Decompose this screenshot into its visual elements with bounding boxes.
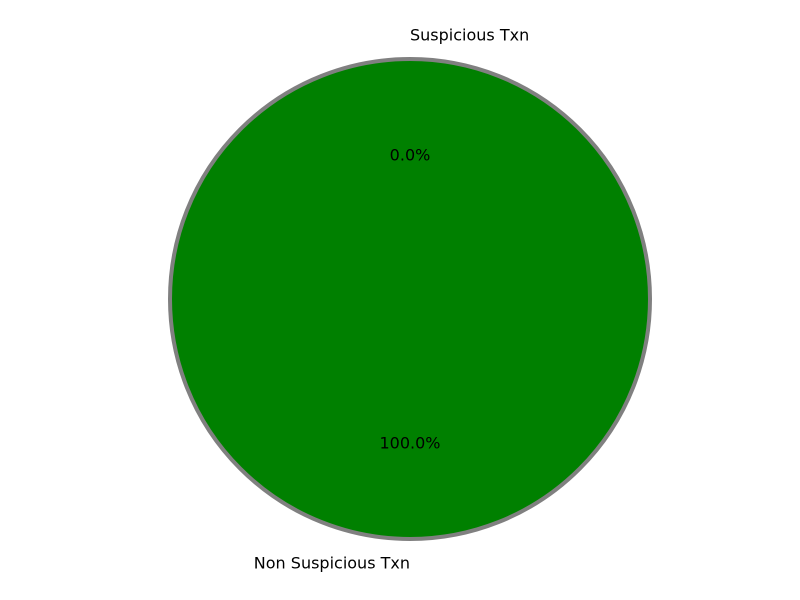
slice-label-non-suspicious-txn: Non Suspicious Txn	[254, 554, 410, 573]
pie-labels: Suspicious Txn 0.0% Non Suspicious Txn 100.…	[254, 26, 529, 573]
pie-slice-non-suspicious-txn	[168, 57, 652, 541]
slice-label-suspicious-txn: Suspicious Txn	[410, 26, 529, 45]
pct-label-non-suspicious-txn: 100.0%	[379, 434, 440, 453]
pie-slices	[168, 57, 652, 541]
pct-label-suspicious-txn: 0.0%	[390, 146, 431, 165]
